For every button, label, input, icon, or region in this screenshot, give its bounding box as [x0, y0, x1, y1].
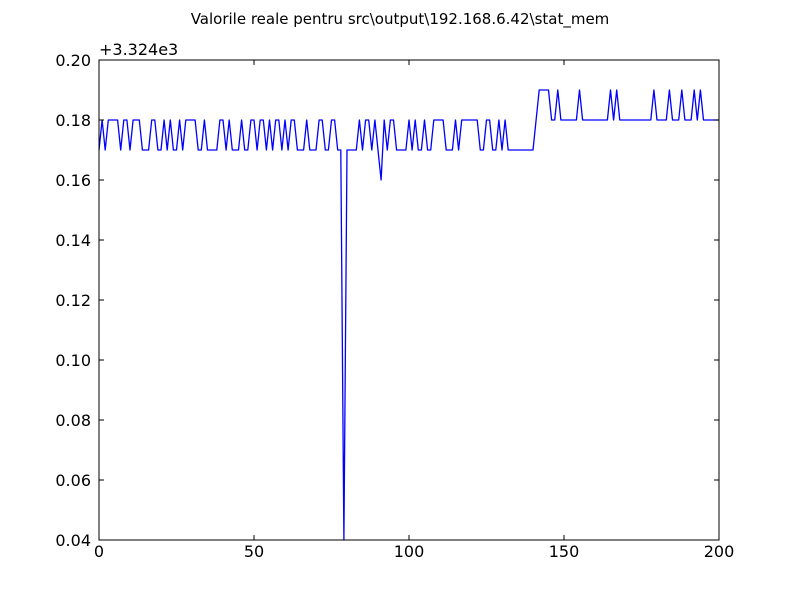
x-tick-label: 0	[94, 542, 104, 561]
data-line	[98, 89, 719, 541]
y-tick-label: 0.10	[55, 351, 91, 370]
axes-frame	[98, 59, 720, 541]
x-tick-label: 50	[244, 542, 264, 561]
chart-title: Valorile reale pentru src\output\192.168…	[191, 10, 610, 29]
y-tick-label: 0.12	[55, 291, 91, 310]
y-tick-label: 0.18	[55, 111, 91, 130]
y-offset-label: +3.324e3	[99, 40, 178, 59]
y-tick-label: 0.04	[55, 531, 91, 550]
x-tick-label: 100	[394, 542, 425, 561]
y-tick-label: 0.14	[55, 231, 91, 250]
y-tick-label: 0.06	[55, 471, 91, 490]
x-tick-label: 150	[549, 542, 580, 561]
x-tick-label: 200	[704, 542, 735, 561]
y-tick-label: 0.20	[55, 51, 91, 70]
y-tick-label: 0.16	[55, 171, 91, 190]
y-tick-label: 0.08	[55, 411, 91, 430]
plot-area: 0 50 100 150 200 0.04 0.06 0.08 0.10 0.12 0.14 0.16…	[55, 51, 734, 561]
